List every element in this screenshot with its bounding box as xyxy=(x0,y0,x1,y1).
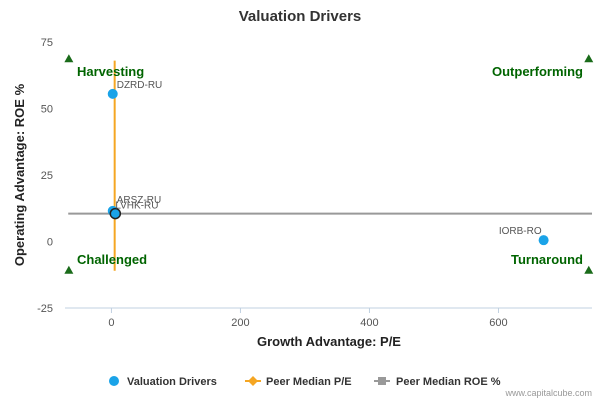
quadrant-label-harvesting: Harvesting xyxy=(77,64,144,79)
x-tick-label: 600 xyxy=(489,317,507,329)
credit-text[interactable]: www.capitalcube.com xyxy=(504,388,592,398)
legend-marker-diamond xyxy=(248,376,258,386)
y-tick-label: -25 xyxy=(37,303,53,315)
y-tick-label: 75 xyxy=(41,37,53,49)
quadrant-marker-outperforming xyxy=(584,54,594,63)
data-point-dzrd-ru[interactable] xyxy=(107,88,118,99)
quadrant-marker-harvesting xyxy=(64,54,74,63)
y-tick-label: 25 xyxy=(41,170,53,182)
y-tick-label: 0 xyxy=(47,237,53,249)
legend-label-peer-median-roe: Peer Median ROE % xyxy=(396,376,501,388)
x-axis-title: Growth Advantage: P/E xyxy=(257,334,401,349)
y-tick-label: 50 xyxy=(41,104,53,116)
y-axis-title: Operating Advantage: ROE % xyxy=(12,83,27,266)
legend-marker-square xyxy=(378,377,386,385)
data-label-lvhk-ru: LVHK-RU xyxy=(115,201,158,212)
legend-label-peer-median-pe: Peer Median P/E xyxy=(266,376,352,388)
legend[interactable]: Valuation Drivers Peer Median P/E Peer M… xyxy=(109,376,501,388)
quadrant-label-outperforming: Outperforming xyxy=(492,64,583,79)
data-point-lvhk-ru[interactable] xyxy=(109,207,122,220)
data-label-dzrd-ru: DZRD-RU xyxy=(117,80,163,91)
plot-area: 0 200 400 600 -25 0 25 50 75 Harvesting Outperform… xyxy=(37,37,594,329)
legend-label-valuation-drivers: Valuation Drivers xyxy=(127,376,217,388)
x-tick-label: 200 xyxy=(231,317,249,329)
legend-item-peer-median-roe[interactable]: Peer Median ROE % xyxy=(374,376,501,388)
data-label-arsz-ru: ARSZ-RU xyxy=(117,195,161,206)
legend-item-peer-median-pe[interactable]: Peer Median P/E xyxy=(245,376,352,388)
legend-item-valuation-drivers[interactable]: Valuation Drivers xyxy=(109,376,217,388)
x-tick-label: 0 xyxy=(108,317,114,329)
quadrant-label-turnaround: Turnaround xyxy=(511,252,583,267)
quadrant-label-challenged: Challenged xyxy=(77,252,147,267)
data-label-iorb-ro: IORB-RO xyxy=(499,226,542,237)
x-tick-label: 400 xyxy=(360,317,378,329)
quadrant-marker-challenged xyxy=(64,265,74,274)
quadrant-marker-turnaround xyxy=(584,265,594,274)
legend-marker-circle xyxy=(109,376,119,386)
chart-title: Valuation Drivers xyxy=(239,8,362,25)
data-point-iorb-ro[interactable] xyxy=(538,235,549,246)
